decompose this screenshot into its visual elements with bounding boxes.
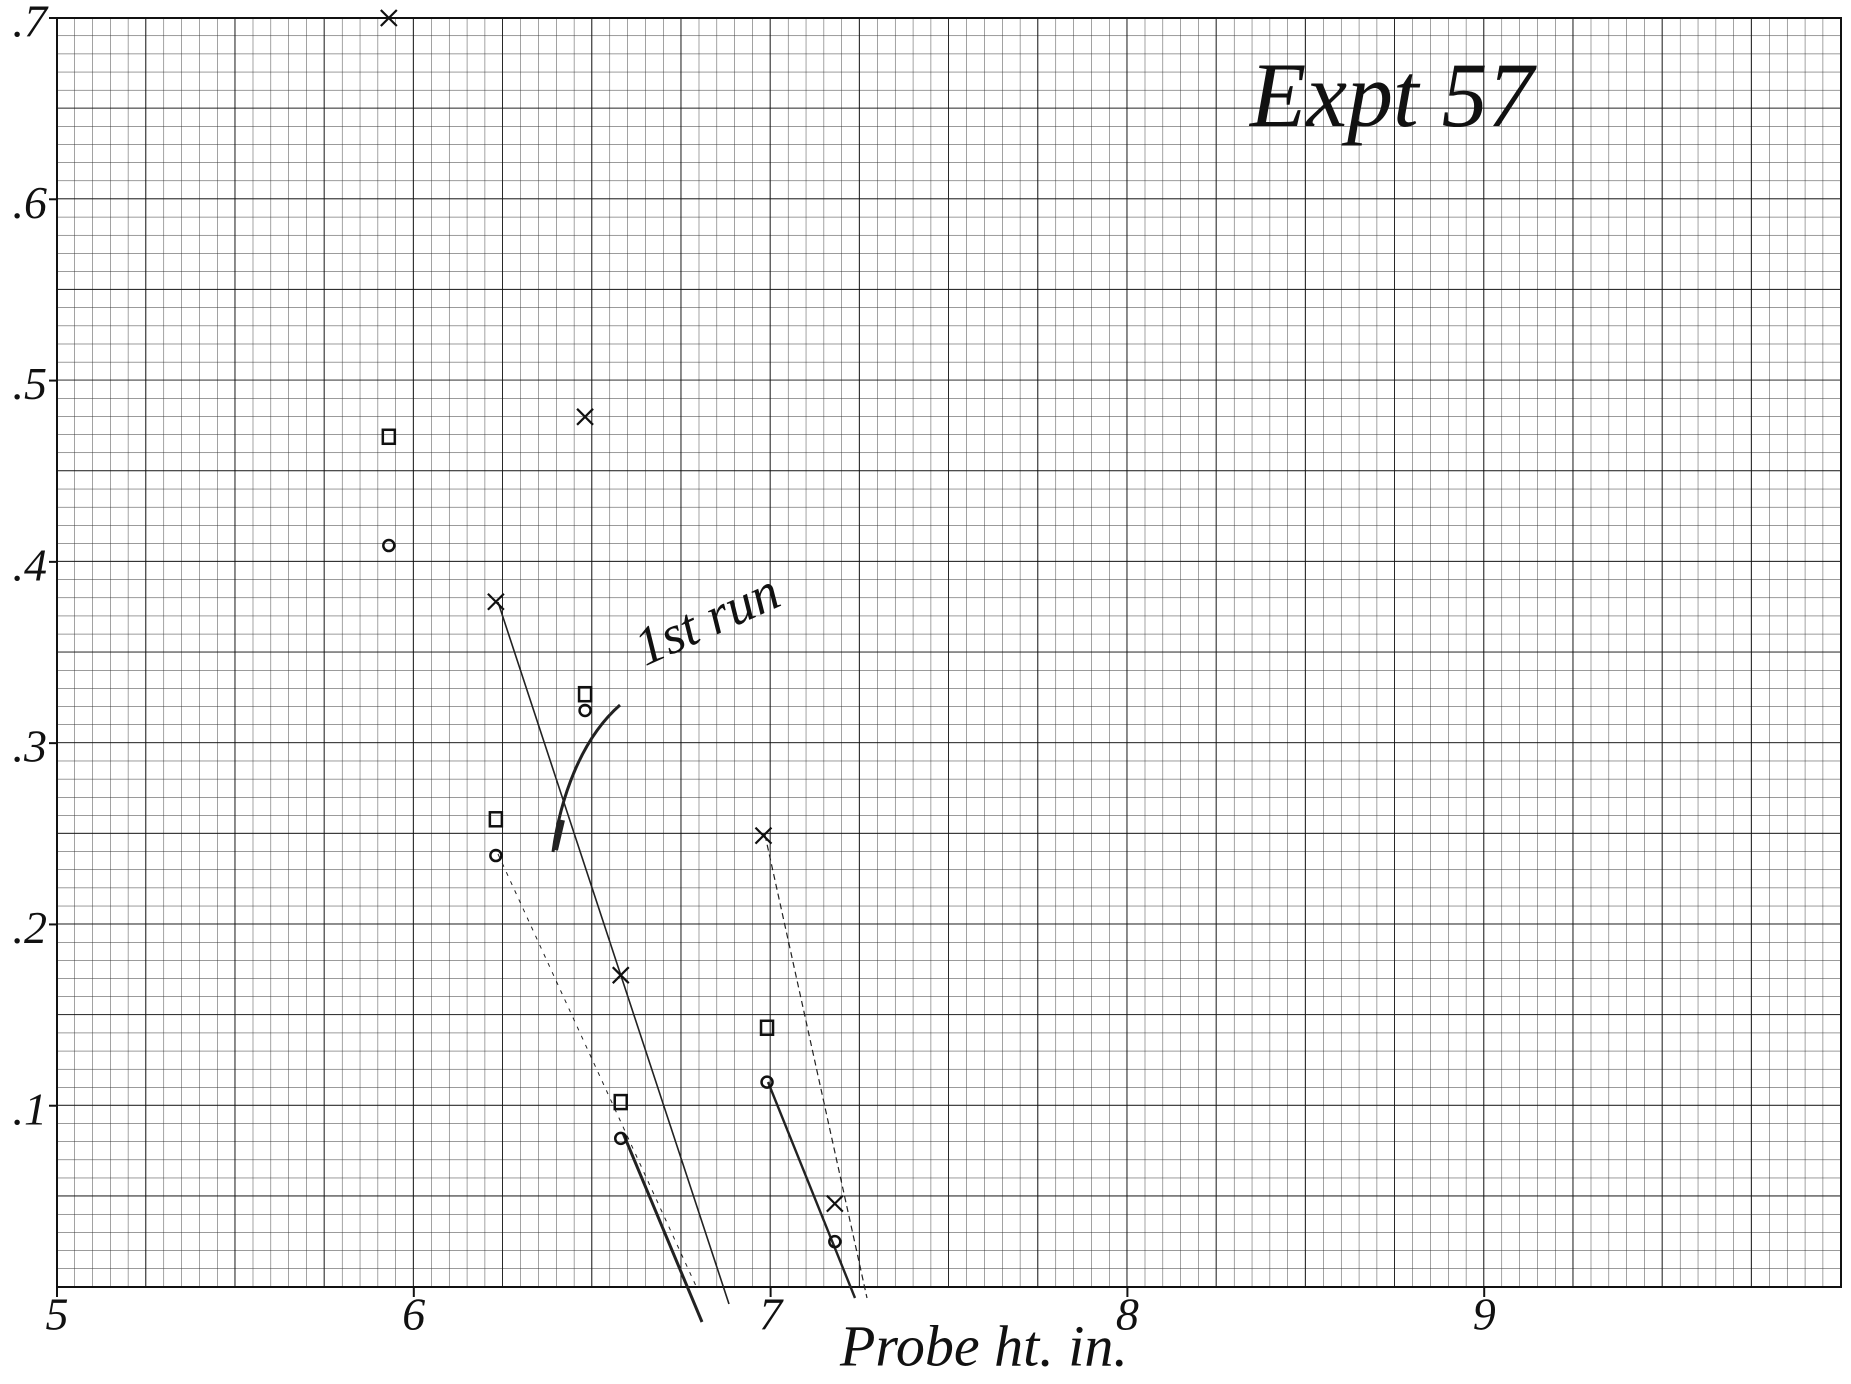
x-tick-label: 5 bbox=[46, 1289, 69, 1340]
square-marker bbox=[488, 811, 504, 828]
circle-marker bbox=[613, 1131, 628, 1146]
y-tick-label: .3 bbox=[13, 721, 48, 772]
square-marker bbox=[577, 685, 593, 703]
hand-lines bbox=[497, 601, 868, 1323]
circle-marker bbox=[760, 1075, 774, 1089]
annotation: Expt 57 bbox=[1248, 44, 1538, 146]
y-tick-label: .5 bbox=[13, 358, 48, 409]
x-tick-label: 6 bbox=[402, 1289, 425, 1340]
square-marker bbox=[613, 1093, 628, 1111]
circle-marker bbox=[489, 848, 503, 863]
y-tick-label: .1 bbox=[13, 1083, 48, 1134]
circle-marker bbox=[382, 538, 396, 553]
x-marker bbox=[576, 408, 594, 426]
square-marker bbox=[759, 1019, 775, 1037]
x-marker bbox=[826, 1194, 844, 1213]
y-tick-label: .7 bbox=[13, 0, 50, 47]
x-marker bbox=[754, 826, 773, 845]
circle-marker bbox=[828, 1234, 842, 1249]
y-tick-label: .2 bbox=[13, 902, 48, 953]
coarse-grid bbox=[57, 18, 1841, 1287]
x-axis-label: Probe ht. in. bbox=[839, 1313, 1128, 1378]
x-marker bbox=[380, 9, 398, 27]
x-marker bbox=[487, 592, 505, 611]
x-marker bbox=[611, 966, 630, 984]
x-tick-label: 9 bbox=[1473, 1289, 1496, 1340]
y-tick-label: .4 bbox=[13, 539, 48, 590]
x-tick-label: 8 bbox=[1116, 1289, 1139, 1340]
plot-frame bbox=[56, 17, 1842, 1288]
y-tick-label: .6 bbox=[13, 177, 48, 228]
square-marker bbox=[381, 428, 397, 446]
x-tick-label: 7 bbox=[759, 1289, 784, 1340]
circle-marker bbox=[578, 703, 592, 718]
